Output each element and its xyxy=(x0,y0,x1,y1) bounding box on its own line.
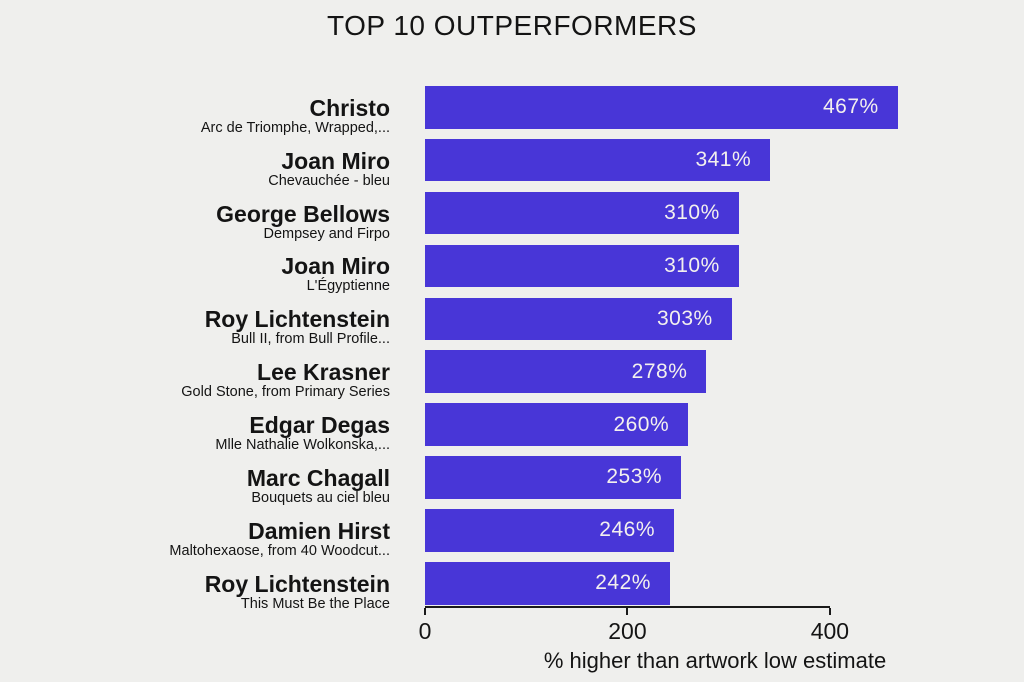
x-axis: 0 200 400 % higher than artwork low esti… xyxy=(419,606,1005,682)
bar-row: Christo Arc de Triomphe, Wrapped,... 467… xyxy=(0,86,1005,139)
bar-value-label: 260% xyxy=(613,412,670,436)
bar-row: Joan Miro L'Égyptienne 310% xyxy=(0,244,1005,298)
x-axis-tick-label: 400 xyxy=(810,618,850,644)
row-labels: Edgar Degas Mlle Nathalie Wolkonska,... xyxy=(0,403,390,453)
bar-track: 467% xyxy=(425,86,1005,129)
artwork-title: Bouquets au ciel bleu xyxy=(251,489,390,506)
row-labels: Joan Miro L'Égyptienne xyxy=(0,245,390,294)
x-axis-line xyxy=(425,606,830,608)
bar-row: Lee Krasner Gold Stone, from Primary Ser… xyxy=(0,350,1005,403)
bar-row: Marc Chagall Bouquets au ciel bleu 253% xyxy=(0,456,1005,509)
bar-track: 246% xyxy=(425,509,1005,552)
bar: 467% xyxy=(425,86,898,129)
artist-name: Joan Miro xyxy=(281,253,390,280)
bar: 242% xyxy=(425,562,670,605)
bar-row: Edgar Degas Mlle Nathalie Wolkonska,... … xyxy=(0,403,1005,456)
x-axis-tick xyxy=(828,608,831,615)
bar-value-label: 242% xyxy=(595,571,651,595)
x-axis-tick-label: 0 xyxy=(418,618,432,644)
artist-name: Edgar Degas xyxy=(249,412,390,439)
bar-value-label: 246% xyxy=(599,518,655,542)
x-axis-tick xyxy=(424,608,426,615)
bar: 341% xyxy=(425,138,771,182)
artwork-title: Dempsey and Firpo xyxy=(263,225,390,242)
artist-name: Lee Krasner xyxy=(257,359,390,386)
row-labels: George Bellows Dempsey and Firpo xyxy=(0,192,390,242)
bar-value-label: 310% xyxy=(664,201,720,225)
row-labels: Damien Hirst Maltohexaose, from 40 Woodc… xyxy=(0,509,390,559)
artist-name: George Bellows xyxy=(216,200,390,227)
row-labels: Roy Lichtenstein Bull II, from Bull Prof… xyxy=(0,298,390,347)
bar-track: 310% xyxy=(425,244,1005,288)
bar-row: Roy Lichtenstein This Must Be the Place … xyxy=(0,562,1005,615)
bar-value-label: 278% xyxy=(631,359,688,383)
bar: 303% xyxy=(425,297,732,341)
artist-name: Roy Lichtenstein xyxy=(204,570,390,597)
row-labels: Marc Chagall Bouquets au ciel bleu xyxy=(0,456,390,506)
x-axis-tick xyxy=(626,608,629,615)
bar-value-label: 467% xyxy=(822,95,879,119)
bar-row: George Bellows Dempsey and Firpo 310% xyxy=(0,191,1005,245)
bar-row: Roy Lichtenstein Bull II, from Bull Prof… xyxy=(0,297,1005,351)
bar-value-label: 341% xyxy=(695,148,752,172)
bar-track: 242% xyxy=(425,562,1005,605)
bar: 253% xyxy=(425,456,682,499)
bar: 310% xyxy=(425,244,739,288)
row-labels: Roy Lichtenstein This Must Be the Place xyxy=(0,562,390,612)
artist-name: Damien Hirst xyxy=(248,517,390,544)
bar: 310% xyxy=(425,191,739,235)
bar-rows: Christo Arc de Triomphe, Wrapped,... 467… xyxy=(0,86,1005,615)
bar-track: 341% xyxy=(425,138,1005,182)
artwork-title: Bull II, from Bull Profile... xyxy=(231,331,390,348)
row-labels: Lee Krasner Gold Stone, from Primary Ser… xyxy=(0,350,390,400)
x-axis-tick-label: 200 xyxy=(608,618,647,644)
bar-track: 253% xyxy=(425,456,1005,499)
bar: 278% xyxy=(425,350,707,393)
bar: 246% xyxy=(425,509,674,552)
bar-track: 303% xyxy=(425,297,1005,341)
artist-name: Joan Miro xyxy=(281,147,390,174)
artwork-title: Maltohexaose, from 40 Woodcut... xyxy=(169,542,390,559)
artist-name: Christo xyxy=(309,94,391,121)
artwork-title: This Must Be the Place xyxy=(240,595,390,612)
artwork-title: L'Égyptienne xyxy=(306,278,390,295)
bar: 260% xyxy=(425,403,689,446)
bar-value-label: 310% xyxy=(664,253,720,277)
row-labels: Joan Miro Chevauchée - bleu xyxy=(0,139,390,189)
bar-track: 278% xyxy=(425,350,1005,393)
bar-value-label: 303% xyxy=(656,306,713,330)
artist-name: Roy Lichtenstein xyxy=(204,306,390,333)
artwork-title: Gold Stone, from Primary Series xyxy=(181,384,390,401)
bar-row: Damien Hirst Maltohexaose, from 40 Woodc… xyxy=(0,509,1005,562)
bar-value-label: 253% xyxy=(606,465,663,489)
bar-row: Joan Miro Chevauchée - bleu 341% xyxy=(0,138,1005,192)
artist-name: Marc Chagall xyxy=(246,464,390,491)
artwork-title: Mlle Nathalie Wolkonska,... xyxy=(215,437,390,454)
row-labels: Christo Arc de Triomphe, Wrapped,... xyxy=(0,86,391,136)
artwork-title: Arc de Triomphe, Wrapped,... xyxy=(200,119,390,136)
bar-track: 310% xyxy=(425,191,1005,235)
x-axis-label: % higher than artwork low estimate xyxy=(543,648,887,673)
bar-track: 260% xyxy=(425,403,1005,446)
chart-title: TOP 10 OUTPERFORMERS xyxy=(327,10,697,41)
artwork-title: Chevauchée - bleu xyxy=(268,172,390,189)
